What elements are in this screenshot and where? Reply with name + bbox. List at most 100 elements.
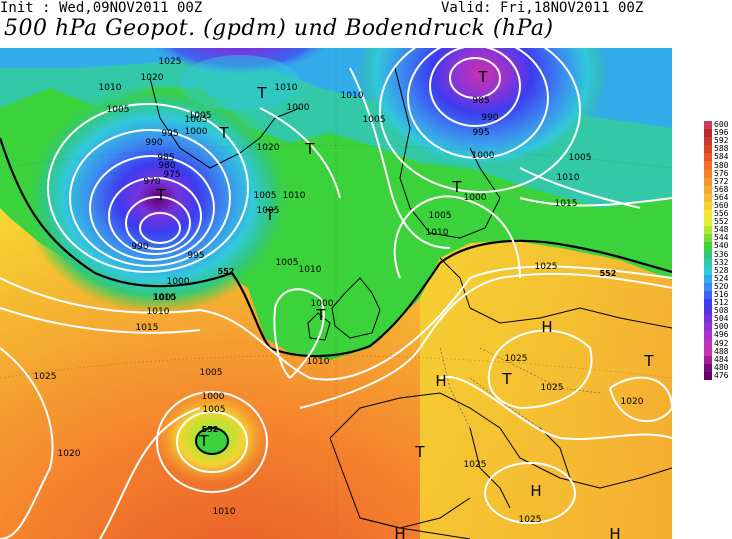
pressure-label: 1025 bbox=[519, 515, 542, 525]
legend-swatch bbox=[704, 210, 712, 219]
legend-swatch bbox=[704, 355, 712, 364]
legend-entry: 592 bbox=[704, 136, 732, 146]
legend-entry: 596 bbox=[704, 128, 732, 138]
legend-entry: 588 bbox=[704, 145, 732, 154]
legend-swatch bbox=[704, 242, 712, 251]
pressure-label: 1005 bbox=[185, 115, 208, 125]
legend-swatch bbox=[704, 250, 712, 259]
legend-swatch bbox=[704, 323, 712, 332]
legend-swatch bbox=[704, 129, 712, 138]
low-center-t: T bbox=[315, 306, 326, 324]
low-center-t: T bbox=[264, 206, 275, 224]
high-center-h: H bbox=[609, 525, 620, 539]
pressure-label: 970 bbox=[143, 177, 160, 187]
legend-label: 560 bbox=[714, 200, 729, 210]
pressure-label: 1010 bbox=[341, 91, 364, 101]
pressure-label: 1000 bbox=[202, 392, 225, 402]
legend-entry: 504 bbox=[704, 315, 732, 324]
pressure-label: 1020 bbox=[141, 73, 164, 83]
legend-label: 596 bbox=[714, 128, 729, 138]
legend-label: 484 bbox=[714, 354, 729, 364]
legend-swatch bbox=[704, 290, 712, 300]
legend-label: 568 bbox=[714, 184, 729, 194]
legend-entry: 516 bbox=[704, 290, 732, 300]
legend-swatch bbox=[704, 226, 712, 235]
legend-entry: 548 bbox=[704, 226, 732, 235]
legend-swatch bbox=[704, 331, 712, 340]
low-center-t: T bbox=[643, 352, 654, 370]
legend-swatch bbox=[704, 169, 712, 178]
geopotential-label: 552 bbox=[600, 269, 617, 278]
pressure-label: 1000 bbox=[185, 127, 208, 137]
legend-label: 540 bbox=[714, 241, 729, 251]
legend-label: 512 bbox=[714, 298, 729, 308]
pressure-label: 1000 bbox=[167, 277, 190, 287]
legend-entry: 544 bbox=[704, 234, 732, 243]
pressure-label: 1025 bbox=[464, 460, 487, 470]
pressure-label: 975 bbox=[163, 170, 180, 180]
legend-swatch bbox=[704, 307, 712, 316]
pressure-label: 990 bbox=[131, 242, 148, 252]
low-center-t: T bbox=[155, 186, 166, 204]
low-center-t: T bbox=[256, 84, 267, 102]
pressure-label: 1010 bbox=[275, 83, 298, 93]
legend-entry: 528 bbox=[704, 266, 732, 275]
legend-swatch bbox=[704, 145, 712, 154]
legend-entry: 492 bbox=[704, 339, 732, 348]
pressure-label: 1005 bbox=[254, 191, 277, 201]
init-time: Init : Wed,09NOV2011 00Z bbox=[0, 0, 203, 16]
legend-label: 592 bbox=[714, 136, 729, 146]
pressure-label: 990 bbox=[145, 138, 162, 148]
pressure-label: 990 bbox=[481, 113, 498, 123]
weather-map: 1025 1020 1010 1005 1005 995 990 985 980… bbox=[0, 48, 672, 539]
pressure-label: 1025 bbox=[34, 372, 57, 382]
legend-label: 508 bbox=[714, 306, 729, 316]
legend-label: 580 bbox=[714, 160, 729, 170]
legend-entry: 500 bbox=[704, 323, 732, 332]
legend-swatch bbox=[704, 282, 712, 291]
legend-entry: 524 bbox=[704, 273, 732, 283]
legend-entry: 556 bbox=[704, 210, 732, 219]
legend-swatch bbox=[704, 193, 712, 202]
pressure-label: 980 bbox=[158, 161, 175, 171]
legend-swatch bbox=[704, 185, 712, 194]
legend-entry: 580 bbox=[704, 160, 732, 170]
valid-time: Valid: Fri,18NOV2011 00Z bbox=[441, 0, 644, 16]
legend-swatch bbox=[704, 258, 712, 267]
pressure-label: 1010 bbox=[557, 173, 580, 183]
pressure-label: 1005 bbox=[429, 211, 452, 221]
pressure-label: 995 bbox=[161, 129, 178, 139]
pressure-label: 1010 bbox=[99, 83, 122, 93]
legend-label: 488 bbox=[714, 346, 729, 356]
legend-label: 564 bbox=[714, 192, 729, 202]
legend-entry: 572 bbox=[704, 176, 732, 186]
legend-entry: 520 bbox=[704, 282, 732, 291]
pressure-label: 1010 bbox=[299, 265, 322, 275]
legend-label: 572 bbox=[714, 176, 729, 186]
pressure-label: 1000 bbox=[311, 299, 334, 309]
legend-entry: 508 bbox=[704, 306, 732, 316]
legend-swatch bbox=[704, 121, 712, 130]
pressure-label: 1025 bbox=[535, 262, 558, 272]
pressure-label: 1005 bbox=[189, 111, 212, 121]
geopotential-label: 552 bbox=[202, 425, 219, 434]
low-center-t: T bbox=[501, 370, 512, 388]
pressure-label: 1005 bbox=[363, 115, 386, 125]
legend-swatch bbox=[704, 161, 712, 170]
legend-entry: 560 bbox=[704, 200, 732, 211]
legend-swatch bbox=[704, 201, 712, 211]
color-legend: 600 596 592 588 584 580 576 572 568 564 560 556 552 5… bbox=[704, 121, 732, 380]
pressure-label: 1005 bbox=[276, 258, 299, 268]
pressure-label: 1010 bbox=[283, 191, 306, 201]
legend-label: 524 bbox=[714, 273, 729, 283]
legend-label: 552 bbox=[714, 217, 729, 227]
legend-swatch bbox=[704, 274, 712, 283]
pressure-label: 1005 bbox=[257, 206, 280, 216]
legend-entry: 488 bbox=[704, 346, 732, 356]
legend-swatch bbox=[704, 315, 712, 324]
legend-entry: 600 bbox=[704, 121, 732, 130]
map-title: 500 hPa Geopot. (gpdm) und Bodendruck (h… bbox=[4, 16, 554, 41]
pressure-label: 1020 bbox=[621, 397, 644, 407]
legend-entry: 584 bbox=[704, 153, 732, 162]
legend-swatch bbox=[704, 218, 712, 227]
